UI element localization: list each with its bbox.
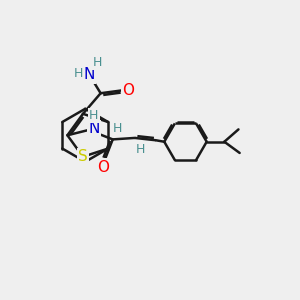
Text: H: H — [135, 143, 145, 156]
Text: O: O — [122, 83, 134, 98]
Text: O: O — [97, 160, 109, 175]
Text: N: N — [88, 121, 100, 136]
Text: N: N — [84, 68, 95, 82]
Text: S: S — [78, 149, 88, 164]
Text: H: H — [89, 109, 99, 122]
Text: H: H — [112, 122, 122, 135]
Text: H: H — [93, 56, 102, 69]
Text: H: H — [74, 67, 83, 80]
